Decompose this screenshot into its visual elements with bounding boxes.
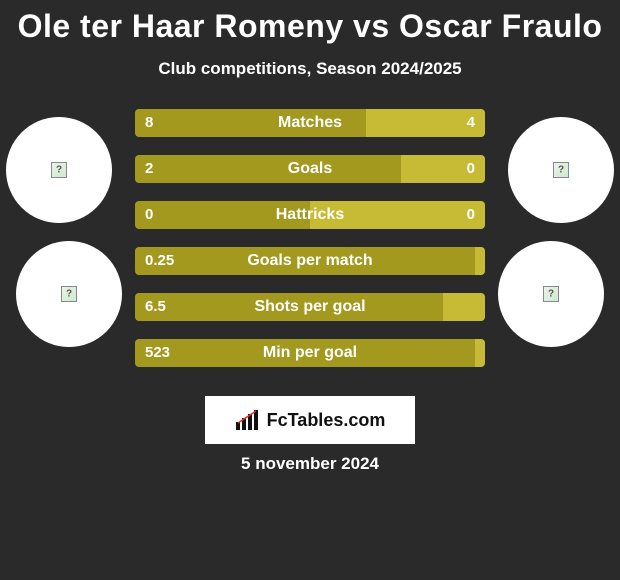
stat-label: Goals per match	[135, 247, 485, 275]
chart-icon	[235, 410, 261, 430]
stat-row: 0.25Goals per match	[135, 247, 485, 275]
comparison-panel: 84Matches 20Goals 00Hattricks 0.25Goals per…	[0, 109, 620, 389]
image-placeholder-icon	[553, 162, 569, 178]
page-title: Ole ter Haar Romeny vs Oscar Fraulo	[0, 0, 620, 45]
stat-row: 20Goals	[135, 155, 485, 183]
stat-row: 6.5Shots per goal	[135, 293, 485, 321]
stat-label: Goals	[135, 155, 485, 183]
player2-club-avatar	[508, 117, 614, 223]
player2-photo-avatar	[498, 241, 604, 347]
fctables-logo: FcTables.com	[205, 396, 415, 444]
logo-text: FcTables.com	[267, 410, 386, 431]
stat-row: 523Min per goal	[135, 339, 485, 367]
stat-row: 84Matches	[135, 109, 485, 137]
player1-club-avatar	[6, 117, 112, 223]
page-subtitle: Club competitions, Season 2024/2025	[0, 59, 620, 79]
stat-label: Min per goal	[135, 339, 485, 367]
snapshot-date: 5 november 2024	[0, 454, 620, 474]
stat-label: Shots per goal	[135, 293, 485, 321]
stat-bars-container: 84Matches 20Goals 00Hattricks 0.25Goals per…	[135, 109, 485, 385]
stat-label: Matches	[135, 109, 485, 137]
image-placeholder-icon	[543, 286, 559, 302]
player1-photo-avatar	[16, 241, 122, 347]
stat-row: 00Hattricks	[135, 201, 485, 229]
stat-label: Hattricks	[135, 201, 485, 229]
image-placeholder-icon	[51, 162, 67, 178]
image-placeholder-icon	[61, 286, 77, 302]
